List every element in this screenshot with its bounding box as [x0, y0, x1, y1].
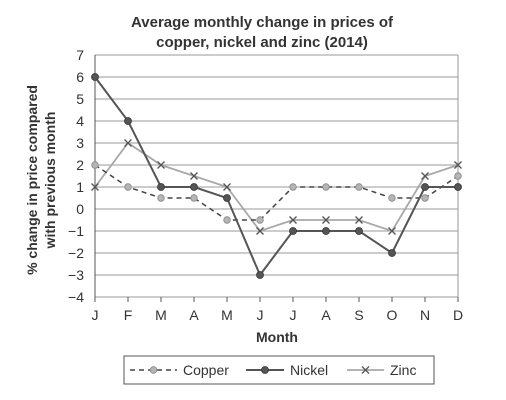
legend: Copper Nickel Zinc [123, 355, 435, 385]
legend-marker-zinc [361, 366, 370, 374]
y-tick-label: 3 [76, 135, 84, 151]
legend-item-copper: Copper [130, 362, 229, 378]
legend-label-copper: Copper [183, 362, 229, 378]
y-tick-label: 5 [76, 91, 84, 107]
x-tick-label: M [155, 307, 167, 323]
y-tick-label: 2 [76, 157, 84, 173]
data-point-copper [157, 194, 165, 202]
data-point-nickel [190, 183, 198, 191]
x-tick-label: J [92, 307, 99, 323]
legend-marker-copper [149, 366, 158, 374]
x-tick-label: M [221, 307, 233, 323]
data-point-copper [322, 183, 330, 191]
legend-marker-nickel [261, 366, 269, 374]
data-point-nickel [388, 249, 396, 257]
y-tick-label: 4 [76, 113, 84, 129]
data-point-zinc [190, 172, 198, 180]
grid [94, 54, 459, 298]
data-point-zinc [421, 172, 429, 180]
legend-item-nickel: Nickel [246, 362, 328, 378]
data-point-zinc [223, 183, 231, 191]
data-point-copper [355, 183, 363, 191]
data-point-nickel [91, 73, 99, 81]
chart-title-line-2: copper, nickel and zinc (2014) [156, 34, 368, 51]
legend-label-nickel: Nickel [290, 362, 328, 378]
y-axis-title-line-1: % change in price compared [24, 85, 40, 275]
x-tick-label: F [124, 307, 133, 323]
data-point-nickel [256, 271, 264, 279]
y-tick-label: −3 [68, 267, 84, 283]
data-point-zinc [322, 216, 330, 224]
data-point-nickel [322, 227, 330, 235]
y-tick-label: 1 [76, 179, 84, 195]
series-nickel [91, 73, 462, 279]
x-tick-label: A [189, 307, 199, 323]
y-tick-label: −2 [68, 245, 84, 261]
data-point-zinc [157, 161, 165, 169]
data-point-copper [388, 194, 396, 202]
data-point-copper [190, 194, 198, 202]
x-tick-label: J [257, 307, 264, 323]
data-point-zinc [355, 216, 363, 224]
y-axis-ticks: 7 6 5 4 3 2 1 0 −1 −2 −3 −4 [68, 47, 84, 305]
series-copper [91, 161, 462, 224]
series-line-nickel [94, 76, 458, 277]
x-tick-label: D [453, 307, 463, 323]
x-tick-label: N [420, 307, 430, 323]
x-tick-label: J [290, 307, 297, 323]
data-point-nickel [223, 194, 231, 202]
data-point-nickel [157, 183, 165, 191]
data-point-zinc [388, 227, 396, 235]
series-zinc [91, 139, 462, 235]
data-point-nickel [454, 183, 462, 191]
legend-label-zinc: Zinc [390, 362, 416, 378]
y-tick-label: −4 [68, 289, 84, 305]
data-point-nickel [124, 117, 132, 125]
series-line-copper [94, 164, 459, 221]
data-point-copper [223, 216, 231, 224]
y-tick-label: 7 [76, 47, 84, 63]
data-point-zinc [91, 183, 99, 191]
data-point-zinc [454, 161, 462, 169]
data-point-copper [124, 183, 132, 191]
x-axis-title: Month [256, 329, 298, 345]
data-point-nickel [289, 227, 297, 235]
x-tick-label: S [354, 307, 363, 323]
data-point-nickel [355, 227, 363, 235]
x-tick-label: O [387, 307, 398, 323]
data-point-copper [91, 161, 99, 169]
data-point-copper [421, 194, 429, 202]
data-point-copper [256, 216, 264, 224]
series-line-zinc [94, 141, 459, 233]
y-axis-title-line-2: with previous month [42, 112, 58, 250]
chart-title-line-1: Average monthly change in prices of [131, 14, 394, 31]
y-tick-label: −1 [68, 223, 84, 239]
data-point-copper [289, 183, 297, 191]
series-layer [91, 73, 462, 279]
data-point-nickel [421, 183, 429, 191]
x-tick-label: A [321, 307, 331, 323]
y-tick-label: 0 [76, 201, 84, 217]
y-axis-title: % change in price compared with previous… [24, 85, 58, 275]
legend-item-zinc: Zinc [347, 362, 416, 378]
data-point-zinc [289, 216, 297, 224]
data-point-copper [454, 172, 462, 180]
data-point-zinc [256, 227, 264, 235]
y-tick-label: 6 [76, 69, 84, 85]
data-point-zinc [124, 139, 132, 147]
